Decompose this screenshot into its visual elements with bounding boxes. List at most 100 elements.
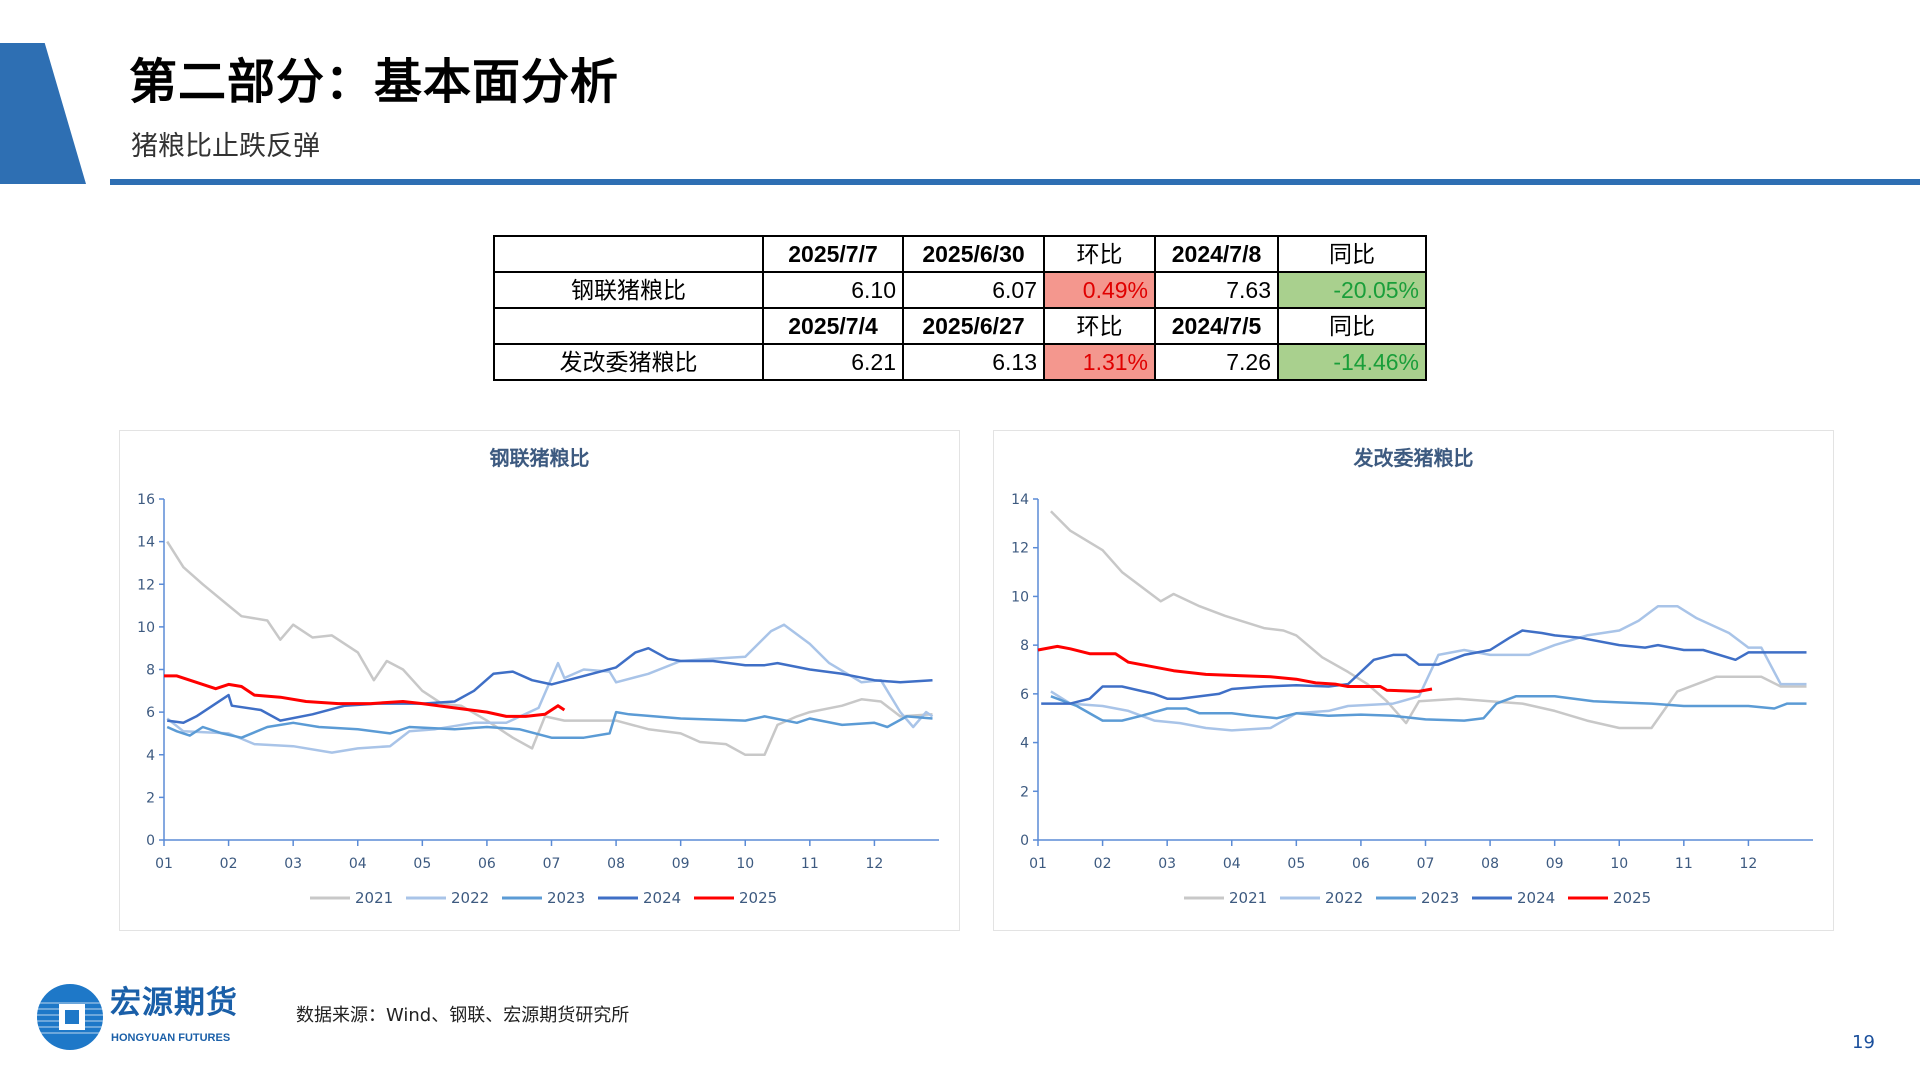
x-tick-label: 02 xyxy=(220,856,238,872)
legend-label-2023: 2023 xyxy=(1421,889,1459,907)
x-tick-label: 10 xyxy=(1610,856,1628,872)
table-cell: 2025/6/30 xyxy=(902,235,1045,273)
table-cell-yoy: -20.05% xyxy=(1277,271,1427,309)
series-line-2023 xyxy=(1050,695,1807,722)
table-cell: 环比 xyxy=(1043,235,1156,273)
table-cell: 2025/7/7 xyxy=(762,235,904,273)
y-tick-label: 16 xyxy=(137,492,155,508)
table-cell: 2025/7/4 xyxy=(762,307,904,345)
ratio-summary-table: 2025/7/7 2025/6/30 环比 2024/7/8 同比 钢联猪粮比 … xyxy=(493,235,1427,381)
x-tick-label: 03 xyxy=(284,856,302,872)
series-line-2022 xyxy=(166,623,934,754)
y-tick-label: 8 xyxy=(146,663,155,679)
table-cell: 同比 xyxy=(1277,235,1427,273)
legend-label-2025: 2025 xyxy=(739,889,777,907)
page-number: 19 xyxy=(1852,1032,1875,1053)
table-cell: 6.07 xyxy=(902,271,1045,309)
y-tick-label: 4 xyxy=(1020,736,1029,752)
chart-title: 发改委猪粮比 xyxy=(1353,446,1474,470)
x-tick-label: 01 xyxy=(1029,856,1047,872)
chart-panel-ndrc: 发改委猪粮比 0 2 4 6 8 10 12 14 01 02 03 04 05 06 07 08 09 10 11… xyxy=(993,430,1834,931)
x-tick-label: 09 xyxy=(672,856,690,872)
y-tick-label: 2 xyxy=(1020,784,1029,800)
y-tick-label: 8 xyxy=(1020,638,1029,654)
series-line-2021 xyxy=(166,540,933,757)
header-divider xyxy=(110,179,1920,185)
legend-label-2022: 2022 xyxy=(451,889,489,907)
legend-label-2023: 2023 xyxy=(547,889,585,907)
y-tick-label: 6 xyxy=(1020,687,1029,703)
x-tick-label: 11 xyxy=(801,856,819,872)
x-tick-label: 01 xyxy=(155,856,173,872)
table-cell: 6.10 xyxy=(762,271,904,309)
brand-name: 宏源期货 xyxy=(110,985,238,1021)
legend-label-2024: 2024 xyxy=(1517,889,1555,907)
x-tick-label: 10 xyxy=(736,856,754,872)
page-subtitle: 猪粮比止跌反弹 xyxy=(131,131,320,162)
table-cell: 2024/7/8 xyxy=(1154,235,1279,273)
y-tick-label: 10 xyxy=(137,620,155,636)
x-tick-label: 06 xyxy=(1352,856,1370,872)
table-cell xyxy=(493,307,764,345)
y-tick-label: 12 xyxy=(1011,541,1029,557)
x-tick-label: 04 xyxy=(349,856,367,872)
table-cell xyxy=(493,235,764,273)
x-tick-label: 06 xyxy=(478,856,496,872)
chart-panel-mysteel: 钢联猪粮比 0 2 4 6 8 10 12 14 16 01 02 03 04 05 06 07 08 09 10 1… xyxy=(119,430,960,931)
brand-name-en: HONGYUAN FUTURES xyxy=(111,1032,231,1044)
y-tick-label: 2 xyxy=(146,790,155,806)
table-cell: 发改委猪粮比 xyxy=(493,343,764,381)
x-tick-label: 05 xyxy=(413,856,431,872)
x-tick-label: 05 xyxy=(1287,856,1305,872)
header-accent-shape xyxy=(0,43,86,184)
series-line-2022 xyxy=(1050,604,1807,732)
legend-label-2022: 2022 xyxy=(1325,889,1363,907)
x-tick-label: 08 xyxy=(1481,856,1499,872)
table-cell: 7.63 xyxy=(1154,271,1279,309)
table-cell: 环比 xyxy=(1043,307,1156,345)
company-logo-icon xyxy=(37,984,103,1050)
table-cell: 7.26 xyxy=(1154,343,1279,381)
y-tick-label: 0 xyxy=(146,833,155,849)
y-tick-label: 14 xyxy=(1011,492,1029,508)
x-tick-label: 12 xyxy=(866,856,884,872)
table-cell: 6.21 xyxy=(762,343,904,381)
table-header-row: 2025/7/4 2025/6/27 环比 2024/7/5 同比 xyxy=(493,307,1427,345)
x-tick-label: 04 xyxy=(1223,856,1241,872)
series-line-2024 xyxy=(167,646,933,725)
chart-title: 钢联猪粮比 xyxy=(489,446,590,470)
x-tick-label: 12 xyxy=(1740,856,1758,872)
x-tick-label: 07 xyxy=(543,856,561,872)
y-tick-label: 6 xyxy=(146,705,155,721)
x-tick-label: 08 xyxy=(607,856,625,872)
legend-label-2025: 2025 xyxy=(1613,889,1651,907)
y-tick-label: 0 xyxy=(1020,833,1029,849)
table-cell: 2025/6/27 xyxy=(902,307,1045,345)
y-tick-label: 12 xyxy=(137,577,155,593)
legend-label-2021: 2021 xyxy=(1229,889,1267,907)
series-line-2021 xyxy=(1050,510,1807,730)
x-tick-label: 11 xyxy=(1675,856,1693,872)
table-cell: 2024/7/5 xyxy=(1154,307,1279,345)
page-title: 第二部分：基本面分析 xyxy=(129,54,620,110)
legend-label-2021: 2021 xyxy=(355,889,393,907)
data-source-note: 数据来源：Wind、钢联、宏源期货研究所 xyxy=(296,1005,630,1026)
y-tick-label: 10 xyxy=(1011,589,1029,605)
x-tick-label: 02 xyxy=(1094,856,1112,872)
table-cell: 钢联猪粮比 xyxy=(493,271,764,309)
legend-label-2024: 2024 xyxy=(643,889,681,907)
series-line-2023 xyxy=(166,710,933,739)
x-tick-label: 03 xyxy=(1158,856,1176,872)
table-cell-mom: 1.31% xyxy=(1043,343,1156,381)
table-cell: 6.13 xyxy=(902,343,1045,381)
table-header-row: 2025/7/7 2025/6/30 环比 2024/7/8 同比 xyxy=(493,235,1427,273)
series-line-2024 xyxy=(1041,629,1807,705)
table-cell-mom: 0.49% xyxy=(1043,271,1156,309)
y-tick-label: 4 xyxy=(146,748,155,764)
series-line-2025 xyxy=(1037,644,1433,693)
table-row: 钢联猪粮比 6.10 6.07 0.49% 7.63 -20.05% xyxy=(493,271,1427,309)
table-cell-yoy: -14.46% xyxy=(1277,343,1427,381)
series-line-2025 xyxy=(164,674,566,718)
